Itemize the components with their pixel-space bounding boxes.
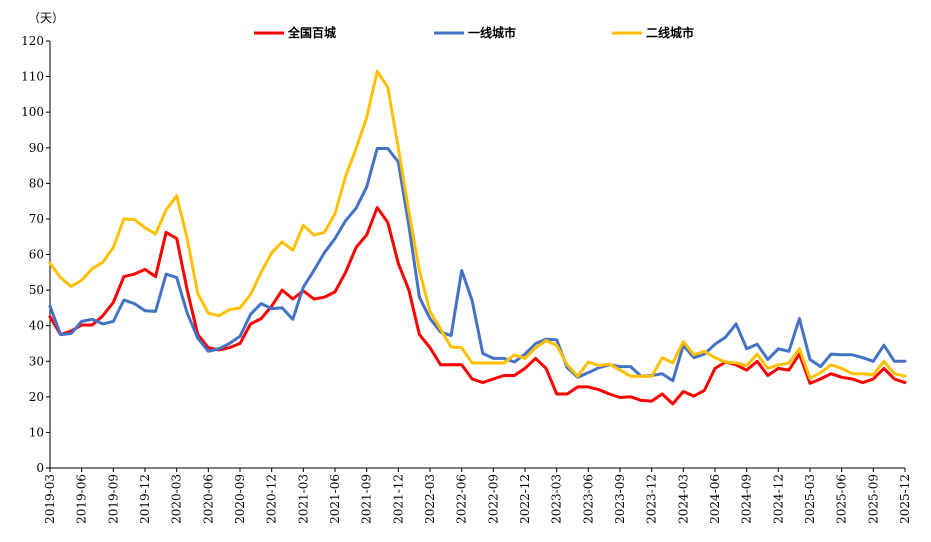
- x-tick-label: 2022-09: [486, 474, 500, 524]
- y-tick-label: 80: [29, 176, 44, 190]
- x-tick-label: 2022-03: [423, 474, 437, 524]
- plot-area: [48, 69, 907, 406]
- x-tick-label: 2022-12: [518, 474, 532, 524]
- x-tick-label: 2019-09: [106, 474, 120, 524]
- x-tick-label: 2023-12: [645, 474, 659, 524]
- x-tick-label: 2024-09: [740, 474, 754, 524]
- x-tick-label: 2021-03: [296, 474, 310, 524]
- x-tick-label: 2023-03: [550, 474, 564, 524]
- x-tick-label: 2025-03: [803, 474, 817, 524]
- y-axis: 0 10 20 30 40 50 60 70 80 90 100 110 120: [21, 34, 51, 475]
- y-axis-unit-label: （天）: [28, 11, 64, 25]
- series-line-1: [48, 147, 907, 383]
- x-tick-label: 2025-09: [866, 474, 880, 524]
- x-tick-label: 2021-06: [328, 474, 342, 524]
- y-tick-label: 120: [21, 34, 44, 48]
- y-tick-label: 30: [29, 354, 44, 368]
- x-tick-label: 2019-12: [138, 474, 152, 524]
- x-tick-label: 2024-06: [708, 474, 722, 524]
- y-tick-label: 100: [21, 105, 44, 119]
- x-tick-label: 2024-03: [676, 474, 690, 524]
- x-tick-label: 2023-06: [581, 474, 595, 524]
- x-tick-label: 2021-12: [391, 474, 405, 524]
- y-tick-label: 90: [29, 141, 44, 155]
- y-tick-label: 60: [29, 248, 44, 262]
- legend-label-2: 二线城市: [646, 25, 694, 40]
- x-tick-label: 2020-09: [233, 474, 247, 524]
- y-tick-label: 10: [29, 425, 44, 439]
- legend-label-1: 一线城市: [468, 25, 516, 40]
- legend: 全国百城 一线城市 二线城市: [254, 25, 694, 40]
- x-tick-label: 2024-12: [771, 474, 785, 524]
- x-tick-label: 2023-09: [613, 474, 627, 524]
- y-tick-label: 0: [36, 461, 44, 475]
- x-tick-label: 2021-09: [360, 474, 374, 524]
- x-axis: 2019-03 2019-06 2019-09 2019-12 2020-03 2020-…: [43, 467, 912, 524]
- x-tick-label: 2019-03: [43, 474, 57, 524]
- y-tick-label: 40: [29, 319, 44, 333]
- x-tick-label: 2025-06: [835, 474, 849, 524]
- y-tick-label: 50: [29, 283, 44, 297]
- x-tick-label: 2020-12: [265, 474, 279, 524]
- x-tick-label: 2025-12: [898, 474, 912, 524]
- y-tick-label: 20: [29, 390, 44, 404]
- legend-label-0: 全国百城: [287, 25, 336, 40]
- series-line-0: [48, 206, 907, 406]
- x-tick-label: 2020-03: [170, 474, 184, 524]
- series-line-2: [48, 69, 907, 380]
- x-tick-label: 2019-06: [75, 474, 89, 524]
- x-tick-label: 2020-06: [201, 474, 215, 524]
- y-tick-label: 70: [29, 212, 44, 226]
- y-tick-label: 110: [21, 70, 44, 84]
- x-tick-label: 2022-06: [455, 474, 469, 524]
